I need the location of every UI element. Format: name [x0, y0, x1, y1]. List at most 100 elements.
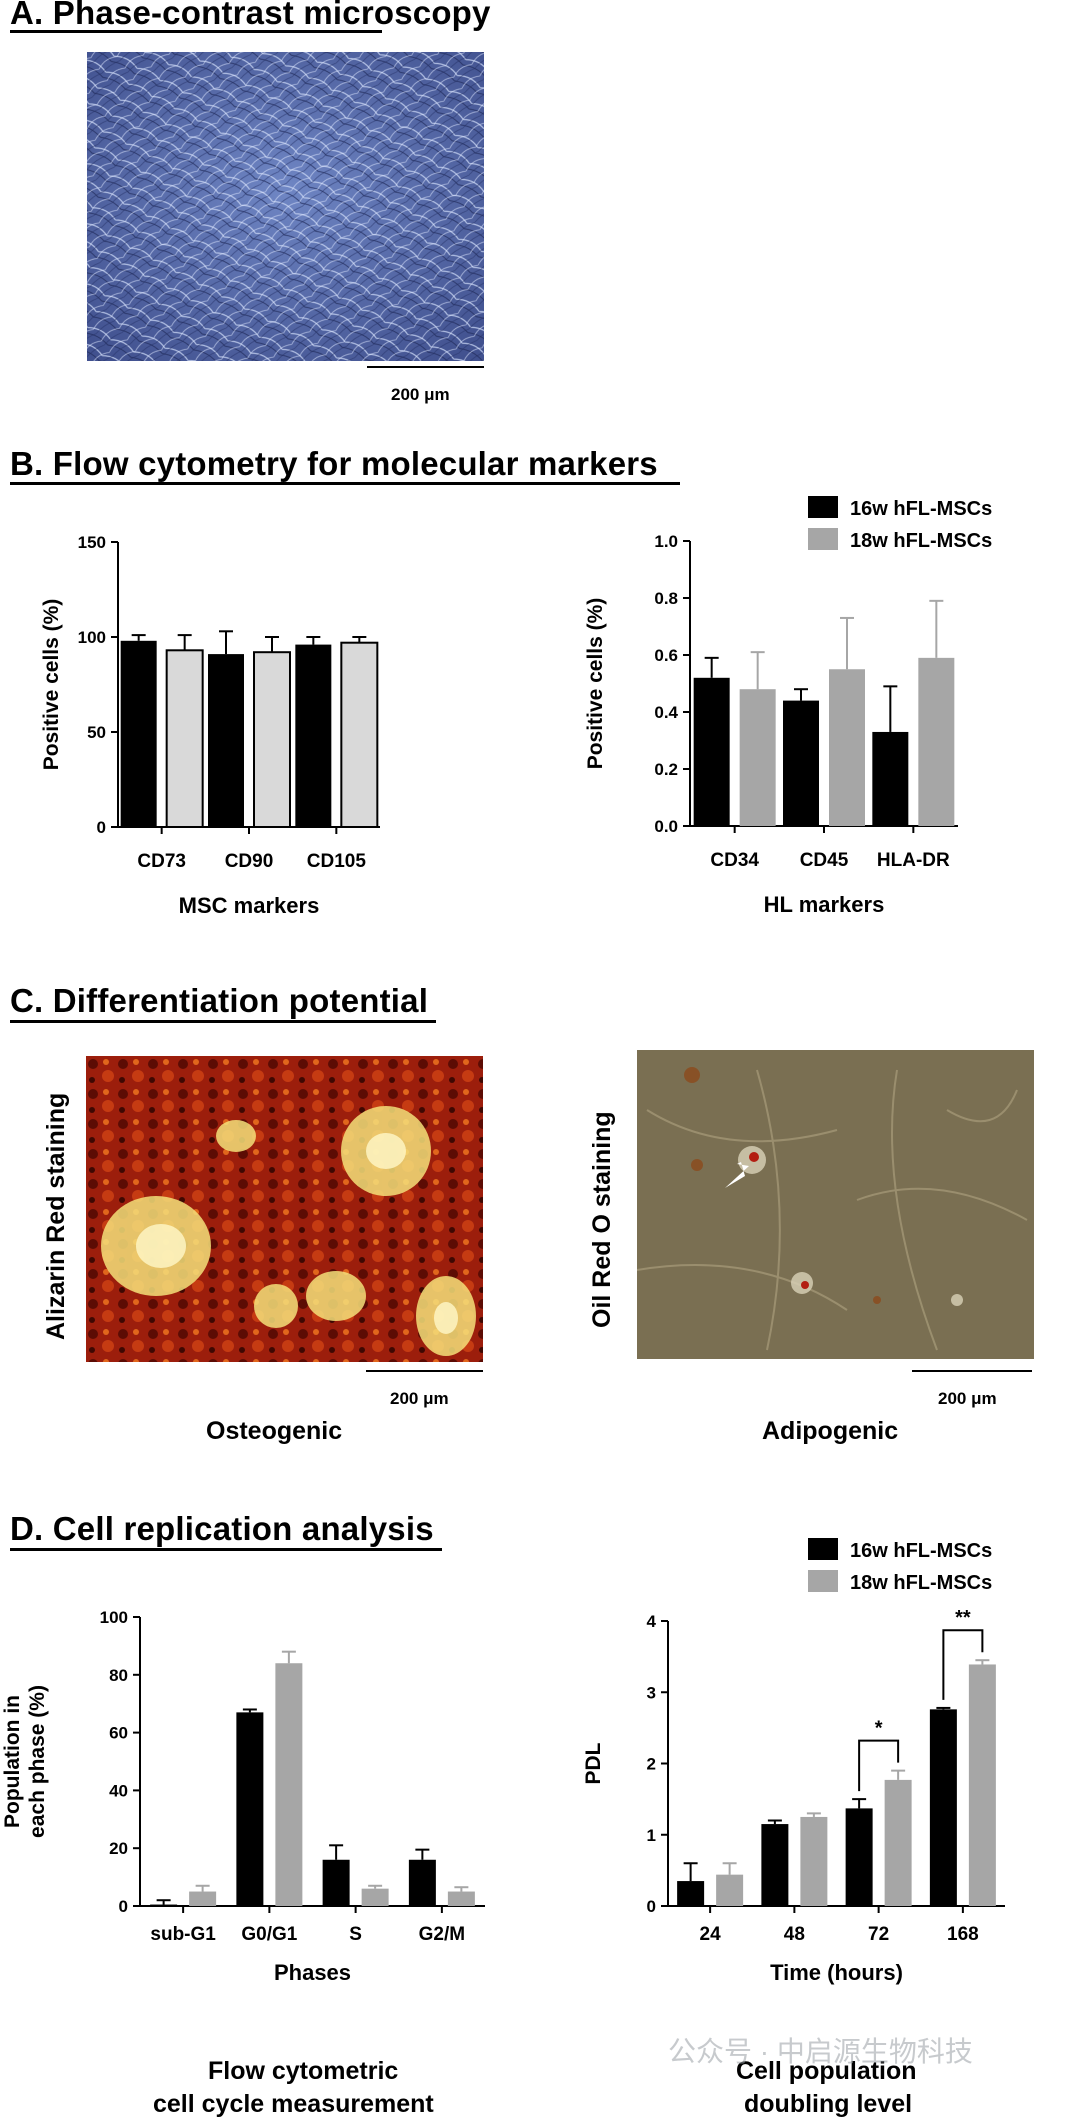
phase-contrast-image: [87, 52, 484, 361]
panel-c-heading: C. Differentiation potential: [10, 982, 429, 1019]
hl-y-tick-label: 1.0: [654, 532, 678, 551]
msc-x-tick-label: CD105: [307, 851, 367, 872]
panel-a-heading: A. Phase-contrast microscopy: [10, 0, 491, 31]
pdl-bar-16w: [845, 1808, 873, 1906]
hl-bar-16w: [783, 700, 819, 826]
panel-a-heading-rule: [10, 30, 382, 33]
pdl-bar-16w: [929, 1709, 957, 1906]
msc-bar-16w: [120, 640, 157, 827]
oil-red-o-image: [637, 1050, 1034, 1359]
adipogenic-caption: Adipogenic: [762, 1417, 899, 1445]
msc-y-label: Positive cells (%): [40, 599, 63, 771]
pdl-significance-bracket: [858, 1739, 900, 1792]
cycle-x-label: Phases: [274, 1960, 351, 1985]
cycle-y-tick-label: 40: [109, 1781, 128, 1800]
pdl-legend-swatch: [808, 1538, 838, 1560]
panel-a-scalebar: [367, 366, 484, 368]
cycle-y-label-line1: Population in: [1, 1695, 24, 1828]
cycle-x-tick-label: G0/G1: [241, 1924, 297, 1945]
arrowhead-marker: [725, 1162, 749, 1188]
pdl-x-tick-label: 48: [784, 1924, 805, 1945]
hl-x-tick-label: CD34: [710, 850, 759, 871]
hl-y-label: Positive cells (%): [584, 598, 607, 770]
msc-bar-18w: [165, 649, 204, 828]
panel-b-heading-rule: [10, 482, 680, 485]
pdl-legend-label: 18w hFL-MSCs: [850, 1572, 992, 1594]
panel-a-scalebar-label: 200 μm: [391, 385, 450, 404]
cycle-bar-18w: [361, 1888, 389, 1906]
hl-bar-18w: [918, 657, 955, 826]
pdl-y-tick-label: 3: [647, 1683, 656, 1702]
alizarin-red-image: [86, 1056, 483, 1362]
msc-x-tick-label: CD73: [137, 851, 186, 872]
hl-y-tick-label: 0.4: [654, 703, 678, 722]
pdl-caption-line1: Cell population: [736, 2057, 917, 2085]
panel-b-heading: B. Flow cytometry for molecular markers: [10, 445, 658, 482]
msc-bar-18w: [340, 641, 379, 828]
hl-y-tick-label: 0.2: [654, 760, 678, 779]
cycle-x-tick-label: G2/M: [419, 1924, 465, 1945]
pdl-y-tick-label: 0: [647, 1897, 656, 1916]
pdl-x-tick-label: 168: [947, 1924, 979, 1945]
hl-x-tick-label: CD45: [800, 850, 849, 871]
panel-d-heading-rule: [10, 1548, 442, 1551]
watermark-text: 公众号 · 中启源生物科技: [668, 2036, 973, 2067]
oil-red-scalebar-label: 200 μm: [938, 1389, 997, 1408]
hl-bar-16w: [693, 677, 730, 826]
msc-y-tick-label: 100: [78, 628, 106, 647]
hl-y-tick-label: 0.8: [654, 589, 678, 608]
pdl-bar-16w: [677, 1881, 705, 1906]
pdl-bar-18w: [968, 1664, 996, 1906]
cycle-x-tick-label: sub-G1: [150, 1924, 216, 1945]
pdl-y-label: PDL: [582, 1742, 605, 1784]
cell-cycle-caption-line2: cell cycle measurement: [153, 2090, 434, 2118]
hl-x-tick-label: HLA-DR: [877, 850, 950, 871]
cycle-bar-18w: [447, 1891, 475, 1906]
panel-c-heading-rule: [10, 1020, 436, 1023]
msc-y-tick-label: 0: [97, 818, 106, 837]
cycle-y-tick-label: 80: [109, 1666, 128, 1685]
alizarin-scalebar: [366, 1370, 483, 1372]
pdl-y-tick-label: 1: [647, 1826, 656, 1845]
pdl-x-label: Time (hours): [770, 1960, 903, 1985]
cycle-x-tick-label: S: [349, 1924, 362, 1945]
alizarin-red-ylabel: Alizarin Red staining: [42, 1092, 70, 1340]
msc-x-tick-label: CD90: [225, 851, 274, 872]
hl-bar-16w: [872, 731, 909, 826]
pdl-significance-label: **: [955, 1607, 971, 1629]
pdl-y-tick-label: 4: [647, 1612, 657, 1631]
oil-red-scalebar: [912, 1370, 1032, 1372]
cycle-bar-16w: [150, 1904, 178, 1906]
msc-y-tick-label: 50: [87, 723, 106, 742]
cycle-bar-18w: [189, 1891, 217, 1906]
cell-cycle-chart: 0 20 40 60 80 100 sub-G1 G0/G1 S G2/M Phases Popula…: [1, 1608, 485, 1985]
cycle-bar-16w: [408, 1859, 436, 1906]
pdl-x-tick-label: 24: [700, 1924, 722, 1945]
pdl-caption-line2: doubling level: [744, 2090, 913, 2118]
hl-y-tick-label: 0.6: [654, 646, 678, 665]
pdl-bar-18w: [716, 1874, 744, 1906]
pdl-significance-label: *: [875, 1718, 883, 1740]
pdl-significance-bracket: [942, 1629, 984, 1700]
pdl-y-tick-label: 2: [647, 1755, 656, 1774]
msc-x-label: MSC markers: [179, 893, 320, 918]
cycle-y-tick-label: 100: [100, 1608, 128, 1627]
hl-x-label: HL markers: [764, 892, 885, 917]
hl-legend-swatch: [808, 496, 838, 518]
msc-bar-18w: [253, 651, 291, 828]
pdl-x-tick-label: 72: [868, 1924, 889, 1945]
pdl-bar-18w: [884, 1779, 912, 1906]
pdl-legend-label: 16w hFL-MSCs: [850, 1540, 992, 1562]
cycle-y-label-line2: each phase (%): [26, 1685, 49, 1838]
hl-legend-swatch: [808, 528, 838, 550]
cycle-y-tick-label: 60: [109, 1724, 128, 1743]
osteogenic-caption: Osteogenic: [206, 1417, 343, 1445]
cycle-bar-16w: [322, 1859, 350, 1906]
msc-markers-chart: 0 50 100 150 CD73 CD90 CD105 MSC markers Positiv…: [40, 533, 380, 918]
pdl-bar-16w: [761, 1824, 789, 1906]
msc-y-tick-label: 150: [78, 533, 106, 552]
pdl-bar-18w: [800, 1816, 828, 1906]
panel-d-heading: D. Cell replication analysis: [10, 1510, 434, 1547]
pdl-legend-swatch: [808, 1570, 838, 1592]
